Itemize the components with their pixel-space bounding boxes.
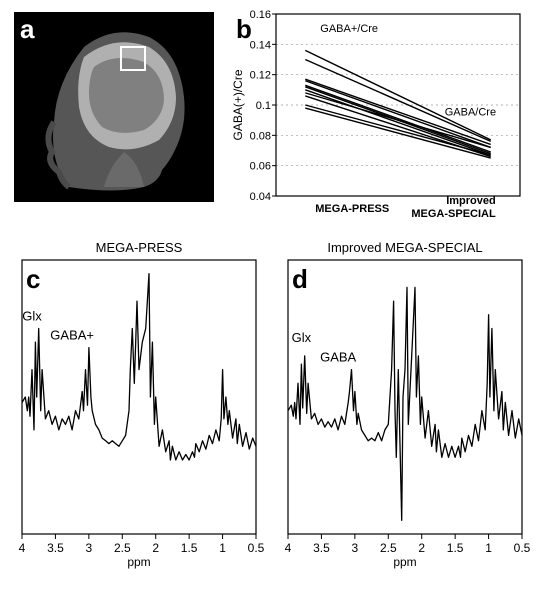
svg-text:0.5: 0.5	[248, 541, 264, 555]
svg-text:MEGA-SPECIAL: MEGA-SPECIAL	[411, 208, 496, 220]
svg-text:2: 2	[152, 541, 159, 555]
panel-c-label: c	[26, 264, 40, 295]
svg-text:0.12: 0.12	[250, 70, 271, 82]
figure-container: a 0.04 0.06 0.08 0.1 0.12 0.14 0.16 GABA(+)/Cre…	[0, 0, 541, 600]
panel-d-label: d	[292, 264, 308, 295]
svg-text:Improved: Improved	[446, 195, 496, 207]
panel-c-svg: 4 3.5 3 2.5 2 1.5 1 0.5 ppm Glx GABA+	[14, 240, 264, 570]
svg-text:0.16: 0.16	[250, 9, 271, 21]
svg-text:4: 4	[285, 541, 292, 555]
svg-text:1: 1	[219, 541, 226, 555]
panel-d-svg: 4 3.5 3 2.5 2 1.5 1 0.5 ppm Glx GABA	[280, 240, 530, 570]
svg-text:2.5: 2.5	[380, 541, 397, 555]
svg-text:GABA/Cre: GABA/Cre	[445, 107, 496, 119]
svg-text:0.1: 0.1	[256, 100, 271, 112]
svg-text:1.5: 1.5	[181, 541, 198, 555]
svg-text:0.5: 0.5	[514, 541, 530, 555]
svg-text:3: 3	[86, 541, 93, 555]
panel-c-title: MEGA-PRESS	[14, 240, 264, 255]
voxel-box	[120, 46, 146, 71]
svg-text:0.04: 0.04	[250, 191, 271, 203]
mri-image	[14, 12, 214, 202]
svg-text:GABA+: GABA+	[50, 327, 94, 342]
panel-d-spectrum: Improved MEGA-SPECIAL d 4 3.5 3 2.5 2 1.5 1 0.5…	[280, 240, 530, 570]
svg-text:0.14: 0.14	[250, 39, 271, 51]
mri-svg	[14, 12, 214, 202]
svg-text:4: 4	[19, 541, 26, 555]
svg-text:MEGA-PRESS: MEGA-PRESS	[315, 203, 389, 215]
panel-b-label: b	[236, 14, 252, 45]
svg-text:Glx: Glx	[22, 308, 42, 323]
svg-text:0.06: 0.06	[250, 161, 271, 173]
panel-b-chart: 0.04 0.06 0.08 0.1 0.12 0.14 0.16 GABA(+)/Cre ME…	[228, 6, 528, 226]
panel-c-spectrum: MEGA-PRESS c 4 3.5 3 2.5 2 1.5 1 0.5 ppm Glx GABA+	[14, 240, 264, 570]
svg-text:GABA+/Cre: GABA+/Cre	[320, 23, 378, 35]
svg-text:0.08: 0.08	[250, 130, 271, 142]
panel-b-svg: 0.04 0.06 0.08 0.1 0.12 0.14 0.16 GABA(+)/Cre ME…	[228, 6, 528, 226]
svg-text:2.5: 2.5	[114, 541, 131, 555]
svg-text:1: 1	[485, 541, 492, 555]
panel-a-mri: a	[14, 12, 214, 202]
panel-d-title: Improved MEGA-SPECIAL	[280, 240, 530, 255]
svg-text:3.5: 3.5	[47, 541, 64, 555]
svg-text:3: 3	[352, 541, 359, 555]
svg-text:ppm: ppm	[393, 555, 416, 569]
svg-text:1.5: 1.5	[447, 541, 464, 555]
svg-text:GABA: GABA	[320, 349, 356, 364]
svg-text:Glx: Glx	[292, 330, 312, 345]
svg-text:3.5: 3.5	[313, 541, 330, 555]
svg-text:ppm: ppm	[127, 555, 150, 569]
svg-text:2: 2	[418, 541, 425, 555]
svg-text:GABA(+)/Cre: GABA(+)/Cre	[231, 69, 245, 140]
panel-a-label: a	[20, 14, 34, 45]
